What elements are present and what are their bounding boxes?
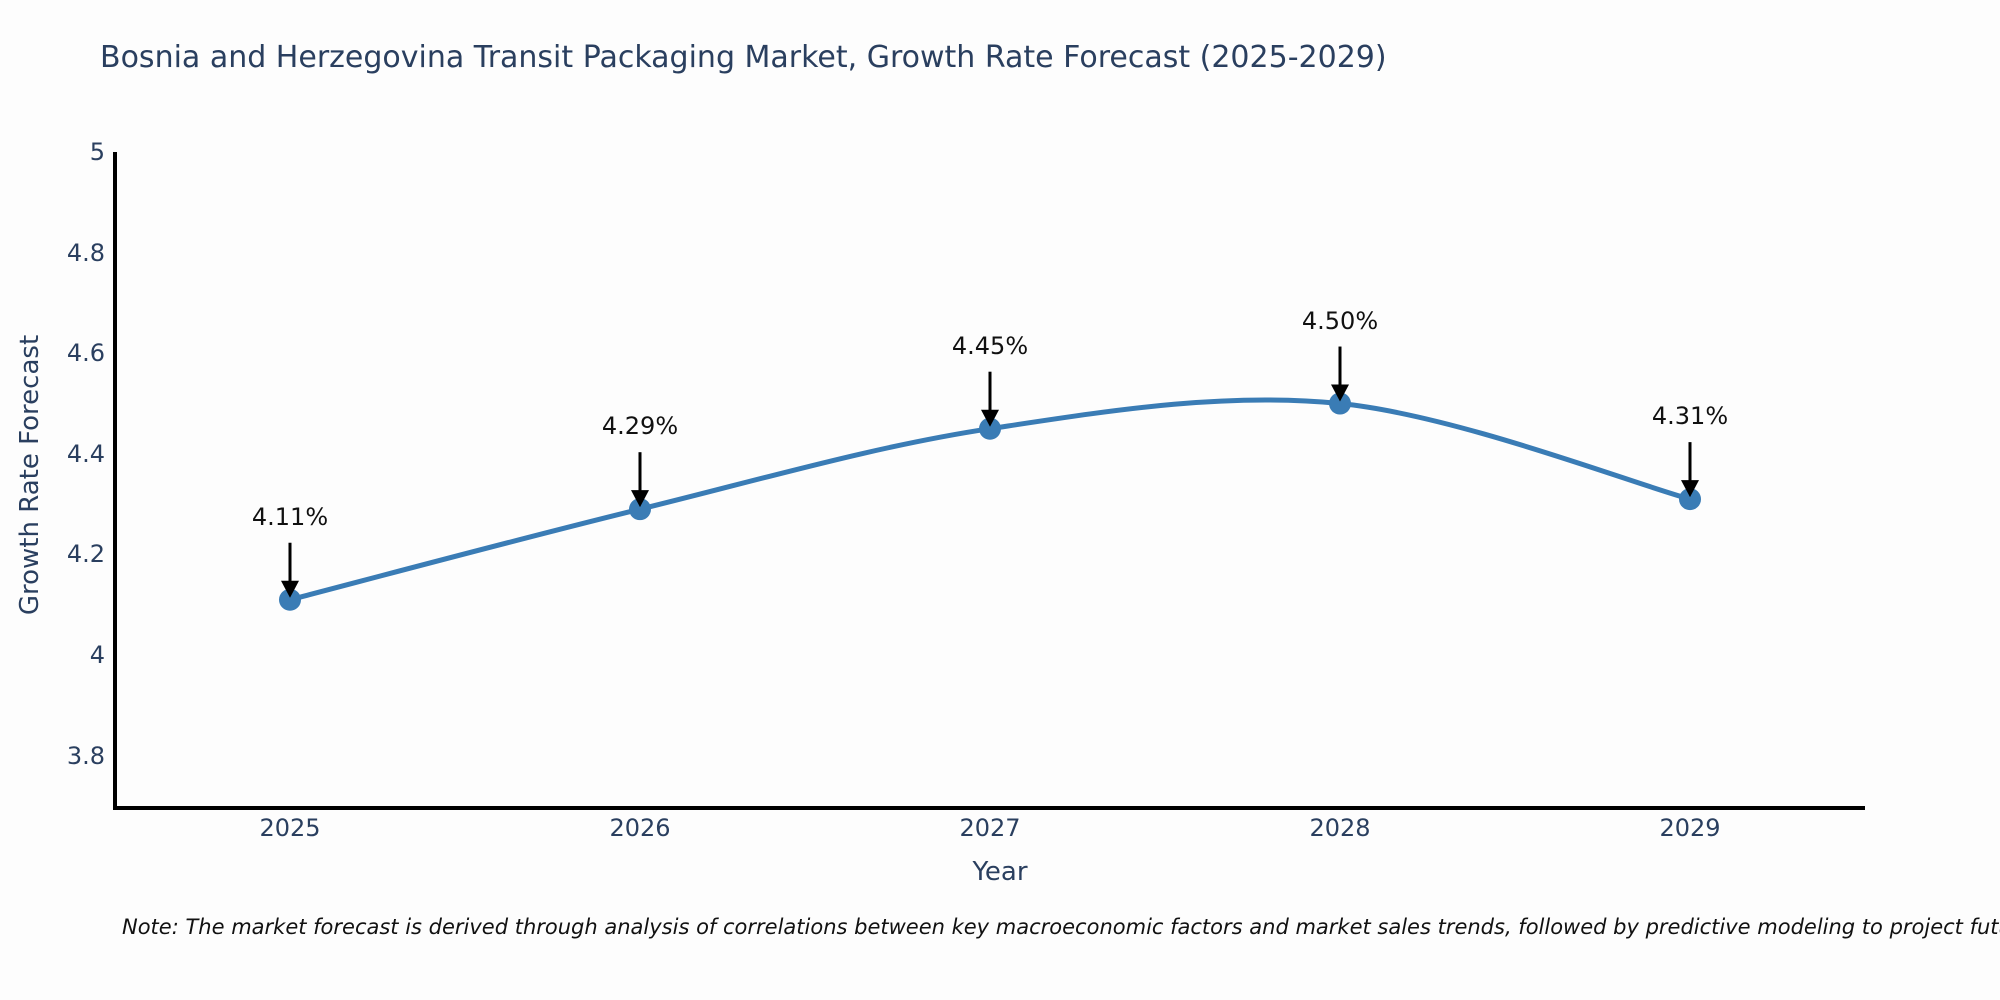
y-axis-tick-label: 4.4	[66, 439, 105, 468]
data-point-marker	[629, 498, 651, 521]
data-point-marker	[979, 417, 1001, 440]
annotation-arrow-head	[981, 409, 999, 427]
annotation-arrow-head	[1681, 480, 1699, 498]
data-point-label: 4.29%	[601, 412, 679, 441]
chart-title: Bosnia and Herzegovina Transit Packaging…	[100, 40, 1387, 75]
x-axis-title: Year	[972, 857, 1028, 887]
data-point-label: 4.31%	[1651, 402, 1729, 431]
annotation-arrow-head	[631, 490, 649, 508]
annotation-arrow-head	[1331, 384, 1349, 402]
data-point-marker	[1679, 488, 1701, 511]
y-axis-line	[113, 152, 117, 809]
x-axis-tick-label: 2029	[1659, 814, 1721, 842]
x-axis-line	[113, 806, 1865, 810]
annotation-arrow-head	[281, 580, 299, 598]
x-axis-tick-label: 2028	[1309, 814, 1371, 842]
data-point-label: 4.45%	[951, 331, 1029, 360]
annotation-arrows	[281, 346, 1699, 598]
x-axis-tick-label: 2026	[609, 814, 671, 842]
data-point-marker	[1329, 392, 1351, 415]
x-axis-tick-label: 2027	[959, 814, 1021, 842]
data-point-marker	[279, 588, 301, 611]
y-axis-tick-label: 4	[89, 641, 105, 670]
data-point-label: 4.11%	[251, 502, 329, 531]
chart-note: Note: The market forecast is derived thr…	[122, 915, 2000, 939]
y-axis-tick-label: 5	[89, 138, 105, 166]
y-axis-tick-label: 4.6	[66, 339, 105, 368]
y-axis-tick-label: 4.2	[66, 540, 105, 569]
y-axis-tick-label: 3.8	[66, 741, 105, 770]
data-point-label: 4.50%	[1301, 306, 1379, 335]
data-point-markers	[279, 392, 1701, 611]
y-axis-tick-label: 4.8	[66, 238, 105, 267]
x-axis-tick-label: 2025	[259, 814, 321, 842]
